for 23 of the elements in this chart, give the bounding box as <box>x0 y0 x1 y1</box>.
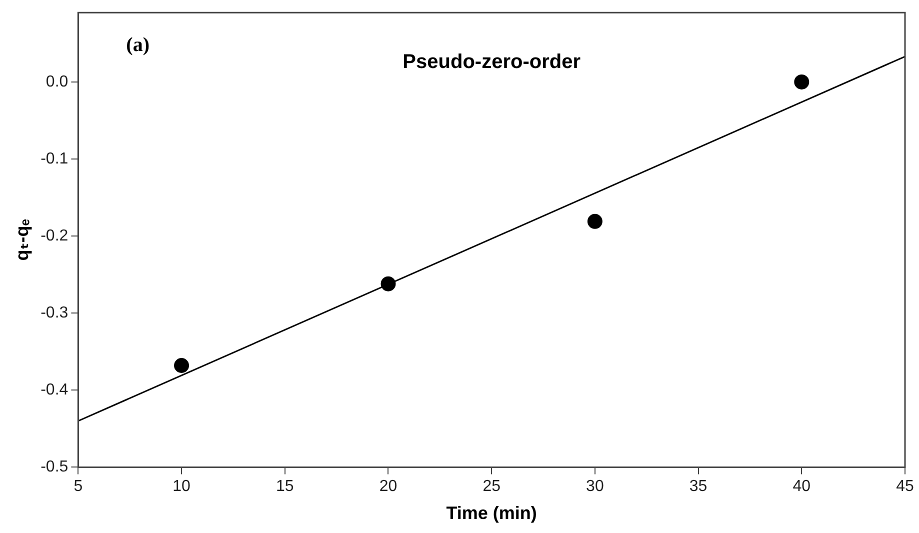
x-tick-label: 20 <box>379 478 398 496</box>
y-tick-label: -0.2 <box>40 227 68 244</box>
x-tick-label: 15 <box>276 478 294 496</box>
x-tick-label: 10 <box>172 478 191 496</box>
y-tick-label: -0.4 <box>40 382 68 399</box>
point <box>794 74 810 90</box>
y-tick-label: -0.1 <box>40 150 68 168</box>
point <box>174 358 190 373</box>
point <box>587 214 602 229</box>
x-tick-label: 25 <box>482 478 501 496</box>
annotation: (a) <box>126 34 150 56</box>
x-tick-label: 30 <box>586 478 604 496</box>
point <box>380 276 396 292</box>
y-tick-label: -0.3 <box>40 304 68 322</box>
x-tick-label: 40 <box>792 478 811 496</box>
y-axis-title: qₜ-qₑ <box>12 218 32 261</box>
x-tick-label: 5 <box>74 478 83 496</box>
annotation: Pseudo-zero-order <box>402 51 581 74</box>
y-tick-label: 0.0 <box>46 73 68 90</box>
x-axis-title: Time (min) <box>446 503 537 524</box>
y-tick-label: -0.5 <box>40 458 68 476</box>
x-tick-label: 45 <box>896 478 914 496</box>
x-tick-label: 35 <box>689 478 708 496</box>
